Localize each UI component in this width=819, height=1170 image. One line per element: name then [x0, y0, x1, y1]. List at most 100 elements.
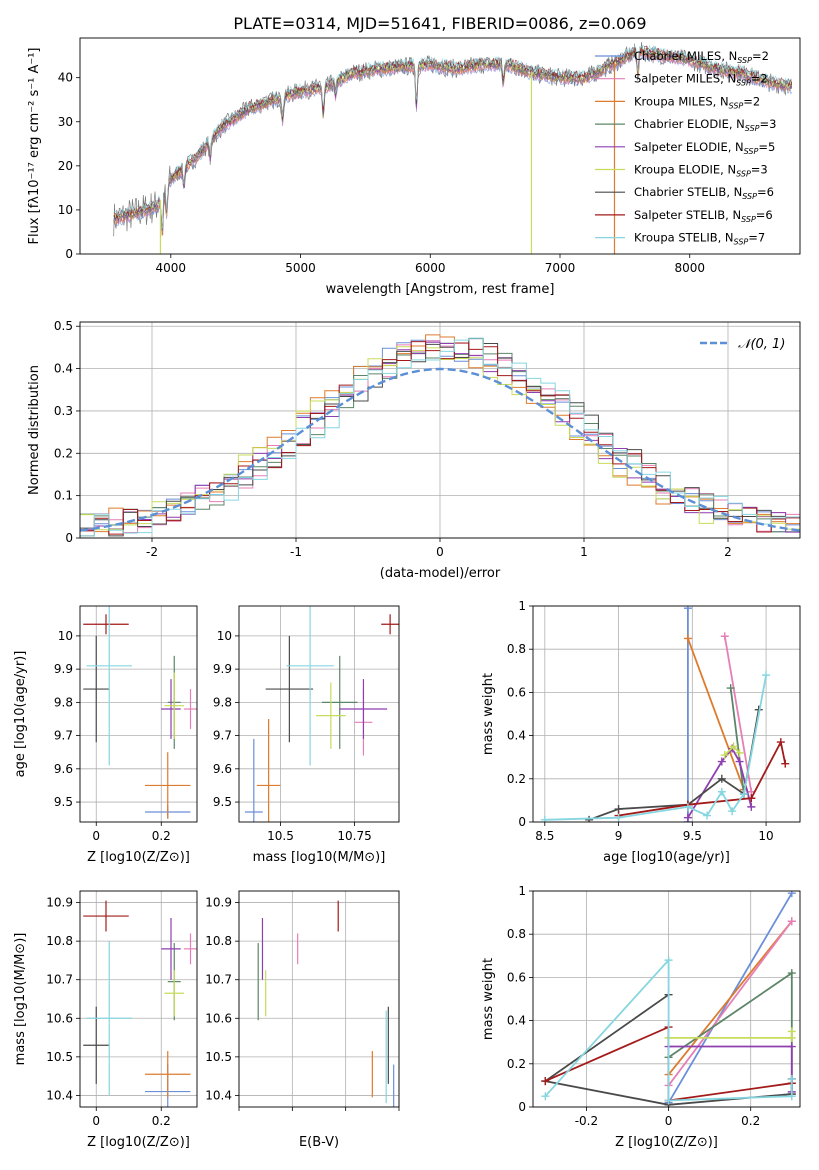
y-tick-label: 1: [518, 599, 526, 613]
figure-title: PLATE=0314, MJD=51641, FIBERID=0086, z=0…: [233, 14, 646, 33]
axes-frame: [79, 37, 801, 255]
mass-weight-line: [687, 638, 745, 790]
legend-label-end: =2: [752, 49, 769, 63]
legend-label: Chabrier MILES, NSSP=2: [634, 49, 769, 65]
y-tick-label: 9.6: [54, 762, 73, 776]
legend-label-sub: SSP: [745, 124, 760, 133]
mass-weight-line: [544, 674, 767, 821]
y-tick-label: 10: [58, 629, 73, 643]
legend-label-end: =2: [743, 94, 760, 108]
panel-residuals: -2 -1 0 1 2 0 0.1 0.2 0.3 0.4 0.5 (data-model)/erro…: [27, 319, 801, 581]
mass-weight-marker: [787, 1042, 796, 1051]
y-tick-label: 10.8: [205, 934, 232, 948]
legend-label-main: Kroupa STELIB, N: [634, 231, 734, 245]
mass-weight-marker: [720, 751, 729, 760]
mass-weight-marker: [729, 742, 738, 751]
mass-weight-marker: [717, 774, 726, 783]
mass-weight-line: [723, 636, 753, 792]
axes-frame: [238, 605, 400, 823]
y-tick-label: 0: [518, 815, 526, 829]
axes-frame: [532, 605, 801, 823]
y-tick-label: 9.7: [54, 729, 73, 743]
x-tick-label: 4000: [156, 261, 187, 275]
mass-weight-line: [729, 687, 745, 795]
legend-label: Kroupa STELIB, NSSP=7: [634, 231, 765, 247]
y-tick-label: 9.8: [213, 695, 232, 709]
legend-label-end: =3: [751, 163, 768, 177]
y-tick-label: 0.2: [507, 772, 526, 786]
residual-histogram: [80, 337, 800, 537]
legend-label-end: =6: [757, 185, 774, 199]
x-tick-label: 8000: [674, 261, 705, 275]
mass-weight-marker: [726, 684, 735, 693]
legend-label: Kroupa ELODIE, NSSP=3: [634, 163, 768, 179]
x-axis-label: Z [log10(Z/Z⊙)]: [615, 1135, 718, 1150]
residual-histogram: [80, 341, 800, 533]
panel-mass_vs_Z: 0 0.2 10.4 10.5 10.6 10.7 10.8 10.9 Z [log10(Z/Z…: [13, 890, 198, 1150]
legend-label: Chabrier ELODIE, NSSP=3: [634, 117, 776, 133]
x-tick-label: 0.2: [152, 829, 171, 843]
legend-label-main: Kroupa ELODIE, N: [634, 163, 736, 177]
y-tick-label: 10: [217, 629, 232, 643]
mass-weight-marker: [683, 634, 692, 643]
x-axis-label: (data-model)/error: [380, 566, 501, 581]
x-tick-label: 0: [436, 545, 444, 559]
y-tick-label: 30: [58, 115, 73, 129]
legend-label-main: Chabrier STELIB, N: [634, 185, 742, 199]
x-tick-label: 10: [758, 829, 773, 843]
mass-weight-marker: [683, 802, 692, 811]
x-tick-label: -1: [290, 545, 302, 559]
legend-label-sub: SSP: [736, 170, 751, 179]
y-tick-label: 0.6: [507, 685, 526, 699]
y-tick-label: 1: [518, 884, 526, 898]
y-tick-label: 9.7: [213, 729, 232, 743]
plot-area-spectrum: [113, 42, 793, 254]
y-axis-label: mass [log10(M/M⊙)]: [13, 933, 28, 1066]
legend-label: Salpeter MILES, NSSP=2: [634, 72, 768, 88]
x-tick-label: 8.5: [535, 829, 554, 843]
panel-mass_weight_vs_Z: -0.2 0 0.2 0 0.2 0.4 0.6 0.8 1 Z [log10(Z/Z⊙)] mas…: [481, 884, 801, 1150]
mass-weight-marker: [787, 891, 796, 898]
y-tick-label: 0.6: [507, 970, 526, 984]
y-axis-label: Normed distribution: [27, 365, 42, 495]
axes-frame: [79, 605, 198, 823]
legend-label-end: =5: [758, 140, 775, 154]
y-tick-label: 40: [58, 71, 73, 85]
y-axis-label: mass weight: [481, 958, 496, 1040]
mass-weight-marker: [717, 787, 726, 796]
mass-weight-marker: [683, 813, 692, 822]
mass-weight-line: [667, 920, 793, 1086]
mass-weight-marker: [664, 956, 673, 965]
y-tick-label: 10.7: [205, 973, 232, 987]
legend-label-gaussian: 𝒩(0, 1): [738, 337, 785, 352]
y-tick-label: 10.5: [46, 1050, 73, 1064]
y-axis-label: mass weight: [481, 673, 496, 755]
legend-label-end: =3: [760, 117, 777, 131]
mass-weight-marker: [762, 671, 771, 680]
mass-weight-marker: [683, 606, 692, 613]
legend-label-main: Salpeter STELIB, N: [634, 208, 741, 222]
x-tick-label: 0.2: [152, 1114, 171, 1128]
legend-label: Kroupa MILES, NSSP=2: [634, 94, 760, 110]
legend-label-sub: SSP: [742, 192, 757, 201]
axes-frame: [238, 890, 400, 1108]
y-axis-label: age [log10(age/yr)]: [13, 651, 28, 778]
legend-label-sub: SSP: [729, 101, 744, 110]
axes-frame: [532, 890, 801, 1108]
y-tick-label: 9.6: [213, 762, 232, 776]
y-tick-label: 0: [518, 1100, 526, 1114]
plot-area-mass_vs_Z: [83, 900, 197, 1107]
y-tick-label: 10.6: [205, 1011, 232, 1025]
x-tick-label: 10.5: [267, 829, 294, 843]
x-tick-label: 7000: [545, 261, 576, 275]
x-tick-label: 5000: [285, 261, 316, 275]
plot-area-mass_weight_vs_age: [540, 606, 790, 822]
panel-age_vs_Z: 0 0.2 9.5 9.6 9.7 9.8 9.9 10 Z [log10(Z/Z⊙)] age …: [13, 605, 198, 865]
x-tick-label: 2: [724, 545, 732, 559]
legend-label-main: Chabrier MILES, N: [634, 49, 737, 63]
mass-weight-marker: [747, 802, 756, 811]
model-spectrum-line: [113, 44, 792, 230]
panel-spectrum: 4000 5000 6000 7000 8000 0 10 20 30 40 wavelength …: [27, 37, 801, 297]
mass-weight-marker: [728, 807, 737, 816]
y-tick-label: 9.8: [54, 695, 73, 709]
